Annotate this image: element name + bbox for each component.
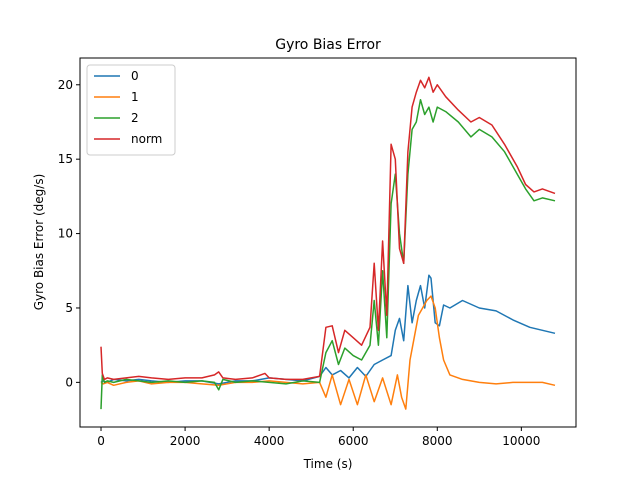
legend-label-norm: norm xyxy=(131,132,162,146)
series-line-2 xyxy=(100,98,556,410)
y-axis-label: Gyro Bias Error (deg/s) xyxy=(32,174,46,311)
legend-box xyxy=(86,64,176,156)
legend-label-0: 0 xyxy=(131,69,139,83)
x-tick-label: 2000 xyxy=(170,434,201,448)
legend: 0 1 2 norm xyxy=(86,64,176,156)
x-tick-label: 8000 xyxy=(422,434,453,448)
x-axis-label: Time (s) xyxy=(303,457,353,471)
y-tick-label: 5 xyxy=(65,301,73,315)
x-tick-label: 6000 xyxy=(338,434,369,448)
y-tick-label: 15 xyxy=(58,152,73,166)
x-tick-label: 0 xyxy=(97,434,105,448)
axes-frame xyxy=(79,57,577,428)
legend-label-2: 2 xyxy=(131,111,139,125)
chart-title: Gyro Bias Error xyxy=(275,37,381,53)
y-tick-label: 20 xyxy=(58,78,73,92)
y-tick-label: 10 xyxy=(58,227,73,241)
legend-label-1: 1 xyxy=(131,90,139,104)
y-tick-label: 0 xyxy=(65,375,73,389)
series-line-norm xyxy=(100,76,556,381)
x-tick-label: 10000 xyxy=(502,434,540,448)
x-tick-label: 4000 xyxy=(254,434,285,448)
